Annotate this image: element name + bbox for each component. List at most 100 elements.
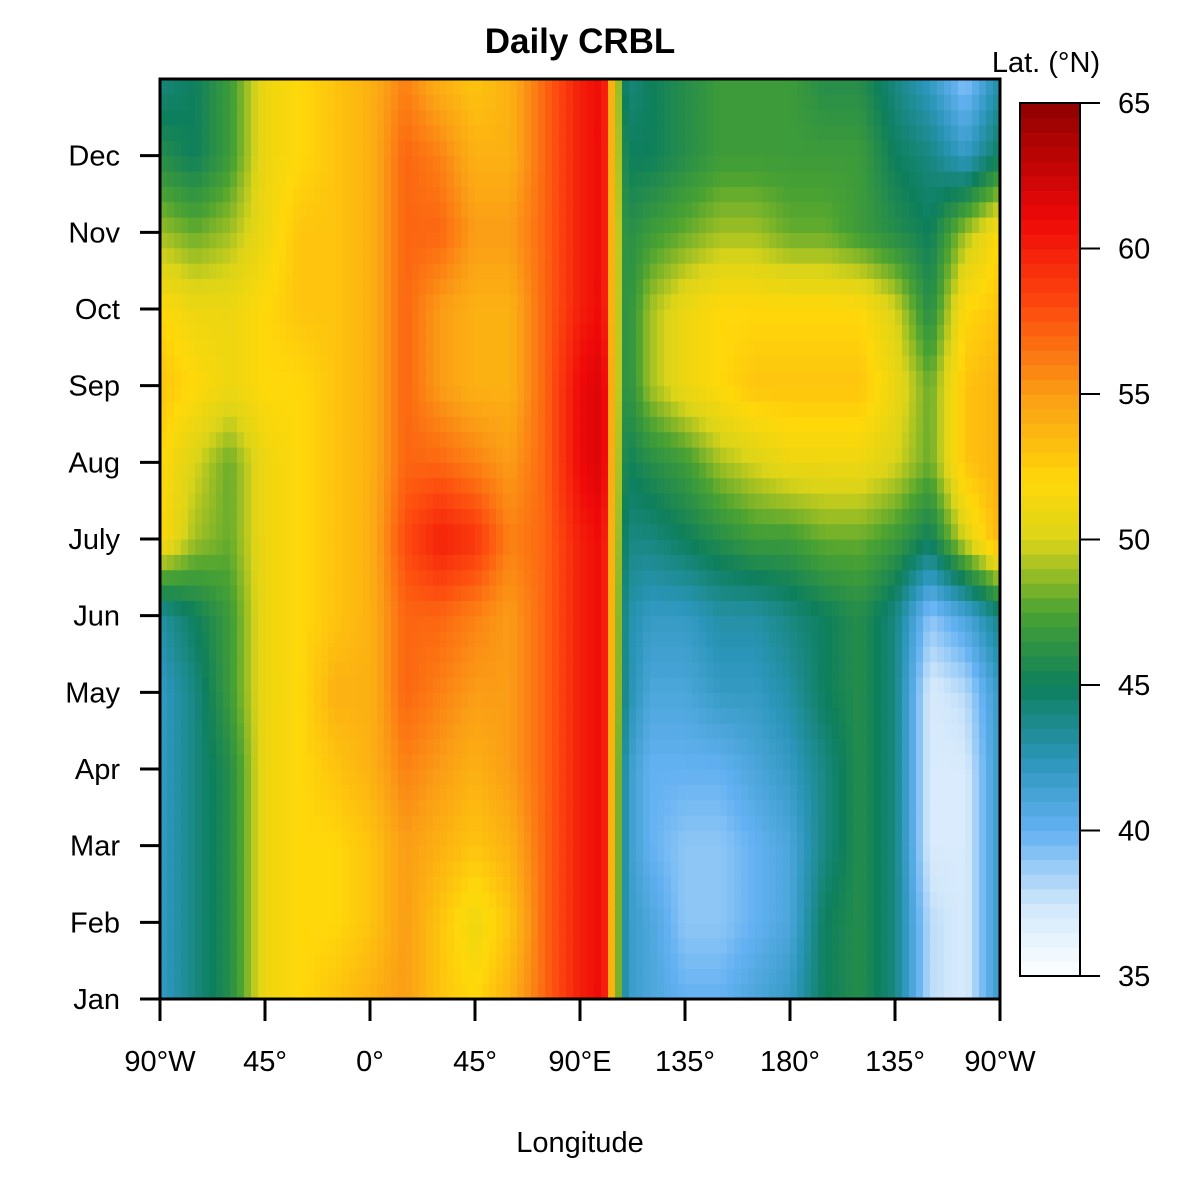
heatmap-cell <box>657 753 665 770</box>
heatmap-cell <box>160 677 168 693</box>
heatmap-cell <box>804 845 812 862</box>
heatmap-cell <box>328 692 336 709</box>
heatmap-cell <box>468 370 476 387</box>
heatmap-cell <box>321 769 329 785</box>
heatmap-cell <box>741 983 749 1000</box>
heatmap-cell <box>874 646 882 663</box>
heatmap-cell <box>475 891 483 908</box>
heatmap-cell <box>398 861 406 877</box>
heatmap-cell <box>916 922 924 939</box>
heatmap-cell <box>776 462 784 479</box>
heatmap-cell <box>174 723 182 739</box>
heatmap-cell <box>860 585 868 601</box>
heatmap-cell <box>699 723 707 739</box>
heatmap-cell <box>566 447 574 463</box>
heatmap-cell <box>391 861 399 877</box>
heatmap-cell <box>615 554 623 571</box>
heatmap-cell <box>363 937 371 954</box>
heatmap-cell <box>251 907 259 923</box>
heatmap-cell <box>356 539 364 555</box>
heatmap-cell <box>797 462 805 479</box>
heatmap-cell <box>769 523 777 540</box>
heatmap-cell <box>223 707 231 724</box>
heatmap-cell <box>545 554 553 571</box>
heatmap-cell <box>657 493 665 509</box>
heatmap-cell <box>496 523 504 540</box>
heatmap-cell <box>874 477 882 494</box>
heatmap-cell <box>433 508 441 525</box>
heatmap-cell <box>209 692 217 709</box>
heatmap-cell <box>363 370 371 387</box>
heatmap-cell <box>678 677 686 693</box>
heatmap-cell <box>839 907 847 923</box>
heatmap-cell <box>286 477 294 494</box>
heatmap-cell <box>734 891 742 908</box>
heatmap-cell <box>706 447 714 463</box>
heatmap-cell <box>174 845 182 862</box>
heatmap-cell <box>223 815 231 831</box>
heatmap-cell <box>783 784 791 801</box>
heatmap-cell <box>433 968 441 985</box>
heatmap-cell <box>748 477 756 494</box>
heatmap-cell <box>937 523 945 540</box>
heatmap-cell <box>461 477 469 494</box>
heatmap-cell <box>517 431 525 448</box>
heatmap-cell <box>804 983 812 1000</box>
heatmap-cell <box>433 753 441 770</box>
heatmap-cell <box>412 799 420 816</box>
heatmap-cell <box>853 493 861 509</box>
heatmap-cell <box>734 615 742 632</box>
heatmap-cell <box>671 830 679 847</box>
heatmap-cell <box>398 922 406 939</box>
heatmap-cell <box>734 738 742 755</box>
heatmap-cell <box>895 723 903 739</box>
heatmap-cell <box>916 753 924 770</box>
heatmap-cell <box>447 370 455 387</box>
heatmap-cell <box>426 370 434 387</box>
heatmap-cell <box>853 631 861 647</box>
heatmap-cell <box>699 784 707 801</box>
heatmap-cell <box>475 355 483 371</box>
heatmap-cell <box>300 416 308 433</box>
heatmap-cell <box>720 416 728 433</box>
heatmap-cell <box>440 845 448 862</box>
heatmap-cell <box>797 539 805 555</box>
heatmap-cell <box>790 707 798 724</box>
heatmap-cell <box>734 462 742 479</box>
heatmap-cell <box>762 661 770 678</box>
heatmap-cell <box>678 861 686 877</box>
heatmap-cell <box>734 416 742 433</box>
heatmap-cell <box>650 416 658 433</box>
heatmap-cell <box>531 416 539 433</box>
heatmap-cell <box>258 401 266 417</box>
heatmap-cell <box>321 799 329 816</box>
heatmap-cell <box>342 370 350 387</box>
heatmap-cell <box>265 508 273 525</box>
heatmap-cell <box>475 401 483 417</box>
heatmap-cell <box>181 401 189 417</box>
heatmap-cell <box>412 447 420 463</box>
heatmap-cell <box>265 585 273 601</box>
heatmap-cell <box>384 631 392 647</box>
heatmap-cell <box>909 769 917 785</box>
heatmap-cell <box>349 753 357 770</box>
heatmap-cell <box>475 861 483 877</box>
heatmap-cell <box>622 953 630 969</box>
heatmap-cell <box>839 692 847 709</box>
heatmap-cell <box>524 477 532 494</box>
heatmap-cell <box>195 462 203 479</box>
heatmap-cell <box>559 738 567 755</box>
heatmap-cell <box>951 876 959 893</box>
heatmap-cell <box>916 370 924 387</box>
heatmap-cell <box>307 585 315 601</box>
heatmap-cell <box>650 447 658 463</box>
heatmap-cell <box>188 677 196 693</box>
heatmap-cell <box>986 385 994 402</box>
heatmap-cell <box>391 615 399 632</box>
heatmap-cell <box>209 922 217 939</box>
heatmap-cell <box>874 723 882 739</box>
heatmap-cell <box>265 615 273 632</box>
heatmap-cell <box>923 769 931 785</box>
heatmap-cell <box>230 769 238 785</box>
heatmap-cell <box>503 370 511 387</box>
